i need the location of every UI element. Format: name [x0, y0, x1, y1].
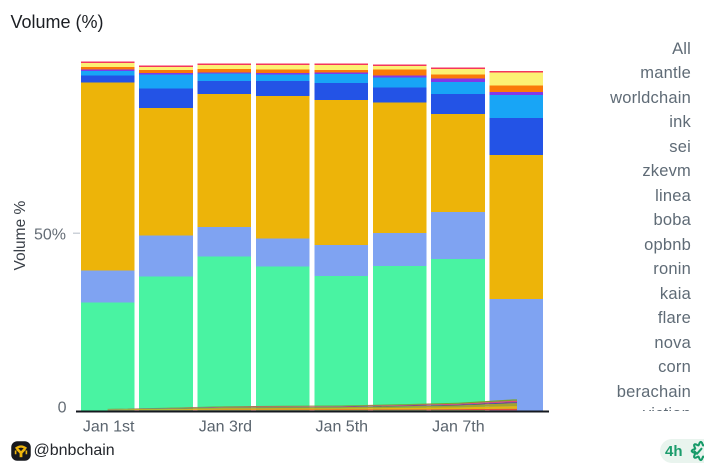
svg-text:Jan 3rd: Jan 3rd	[199, 419, 252, 436]
svg-text:Volume %: Volume %	[12, 200, 29, 270]
svg-text:0: 0	[58, 400, 67, 417]
svg-text:50%: 50%	[34, 226, 66, 243]
svg-text:Jan 7th: Jan 7th	[432, 419, 484, 436]
svg-text:Jan 5th: Jan 5th	[316, 419, 368, 436]
svg-text:Jan 1st: Jan 1st	[83, 419, 135, 436]
